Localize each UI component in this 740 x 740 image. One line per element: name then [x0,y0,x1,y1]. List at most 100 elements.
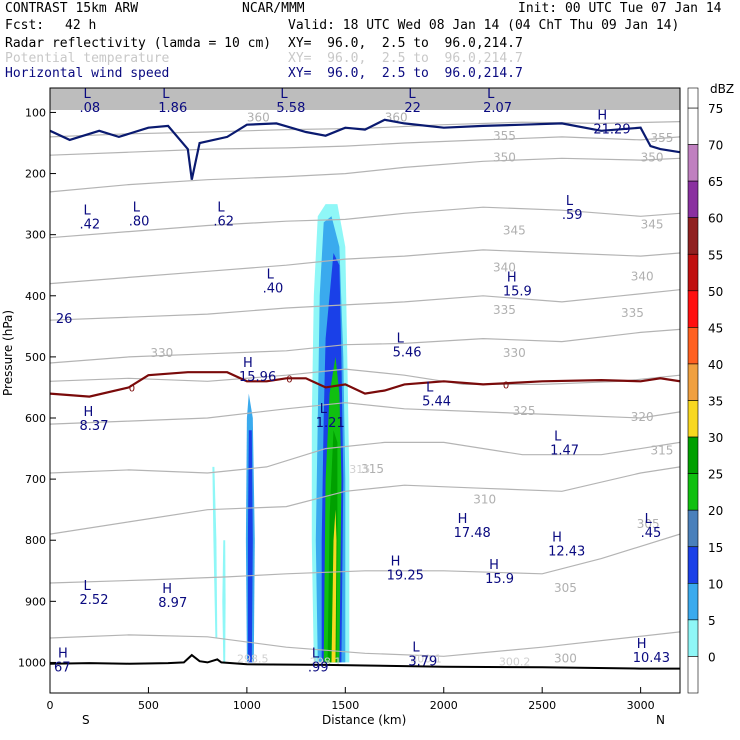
center-label: NCAR/MMM [242,1,305,16]
wind-extremum-marker: H [58,646,68,661]
wind-extremum-marker: L [84,87,92,102]
theta-contour-335 [50,289,680,321]
colorbar-top-cell [687,87,699,109]
theta-contour-330 [50,328,680,364]
reflectivity-region-5dbz [222,540,226,663]
y-tick-label: 400 [25,290,46,303]
colorbar-cell-25 [687,473,699,511]
faded-label: 300.1 [410,652,442,665]
wind-extremum-value: 15.96 [239,370,276,385]
wind-extremum-value: 15.9 [503,285,532,300]
theta-contour-300 [50,631,680,657]
wind-extremum-marker: H [162,582,172,597]
colorbar-cell-45 [687,327,699,365]
wind-extremum-value: 19.25 [387,569,424,584]
wind-extremum-value: .45 [641,526,662,541]
colorbar-tick-label: 5 [708,614,716,628]
valid-time: Valid: 18 UTC Wed 08 Jan 14 (04 ChT Thu … [288,18,680,33]
colorbar-cell-15 [687,546,699,584]
wind-extremum-marker: L [645,512,653,527]
colorbar-cell-0 [687,656,699,694]
wind-extremum-value: 5.46 [393,346,422,361]
north-label: N [656,713,665,727]
wind-extremum-value: 26 [56,312,73,327]
wind-extremum-marker: L [397,332,405,347]
theta-label: 305 [554,581,577,595]
theta-label: 350 [493,150,516,164]
theta-contour-345 [50,206,680,239]
x-axis: 0 500 1000 1500 2000 2500 3000 [47,687,655,712]
theta-contours: 330 330 335 335 340 340 345 345 350 350 355 355 360 3… [50,111,680,669]
wind-extremum-value: .99 [308,660,329,675]
theta-contour-325 [50,368,680,385]
wind-extremum-value: 10.43 [633,651,670,666]
theta-label: 325 [513,404,536,418]
y-axis: 100 200 300 400 500 600 700 800 900 1000 [18,106,56,669]
wind-extremum-value: 17.48 [454,526,491,541]
y-tick-label: 800 [25,534,46,547]
colorbar-cell-50 [687,290,699,328]
wind-extremum-marker: L [320,402,328,417]
wind-extremum-value: 3.79 [408,654,437,669]
wind-extremum-value: 2.52 [80,593,109,608]
colorbar-tick-label: 20 [708,504,723,518]
field-xy-wind: XY= 96.0, 2.5 to 96.0,214.7 [288,66,523,81]
zero-isotherm: 0 0 0 [50,371,680,398]
wind-extremum-value: .59 [562,208,583,223]
x-tick-label: 1500 [331,699,359,712]
wind-extremum-marker: L [267,268,275,283]
theta-contour-360 [50,121,680,138]
wind-extremum-value: 1.47 [550,443,579,458]
wind-extremum-value: 5.44 [422,395,451,410]
reflectivity-region-35dbz [331,509,337,663]
colorbar-tick-label: 10 [708,577,723,591]
wind-extremum-marker: L [84,579,92,594]
x-tick-label: 500 [138,699,159,712]
fcst-label: Fcst: [5,18,45,33]
y-tick-label: 500 [25,351,46,364]
theta-label: 330 [503,346,526,360]
colorbar-tick-label: 70 [708,139,723,153]
wind-extremum-value: .08 [80,101,101,116]
theta-contour-340 [50,249,680,285]
wind-extremum-marker: H [458,512,468,527]
colorbar-tick-label: 30 [708,431,723,445]
wind-extremum-marker: H [489,558,499,573]
colorbar-cell-40 [687,363,699,401]
x-tick-label: 2000 [430,699,458,712]
chart-title: CONTRAST 15km ARW [5,1,139,16]
theta-contour-310 [50,466,680,535]
plot-frame [49,87,681,694]
field-xy-theta: XY= 96.0, 2.5 to 96.0,214.7 [288,51,523,66]
wind-extremum-value: 1.86 [158,101,187,116]
wind-extremum-marker: L [566,194,574,209]
wind-extremum-marker: H [597,109,607,124]
colorbar-tick-label: 25 [708,468,723,482]
colorbar-cell-55 [687,253,699,292]
wind-extremum-value: 21.29 [593,123,630,138]
fcst-value: 42 h [65,18,97,33]
theta-label: 310 [473,493,496,507]
theta-label: 315 [650,444,673,458]
faded-label: 300.2 [499,656,531,669]
colorbar-cell-10 [687,583,699,621]
faded-label: 315 [349,463,370,476]
wind-extremum-value: 8.97 [158,596,187,611]
theta-contour-305 [50,533,680,584]
terrain-line [50,653,680,670]
y-tick-label: 600 [25,412,46,425]
zero-isotherm-line [50,371,680,398]
wind-extremum-marker: L [133,200,141,215]
colorbar-tick-label: 40 [708,358,723,372]
wind-extremum-marker: L [280,87,288,102]
wind-extremum-value: 1.21 [316,416,345,431]
colorbar-cell-65 [687,180,699,218]
colorbar-cell-30 [687,436,699,474]
wind-extremum-marker: L [408,87,416,102]
colorbar-cell-5 [687,619,699,657]
theta-label: 335 [621,306,644,320]
colorbar-tick-label: 0 [708,650,716,664]
field-name-theta: Potential temperature [5,51,170,66]
